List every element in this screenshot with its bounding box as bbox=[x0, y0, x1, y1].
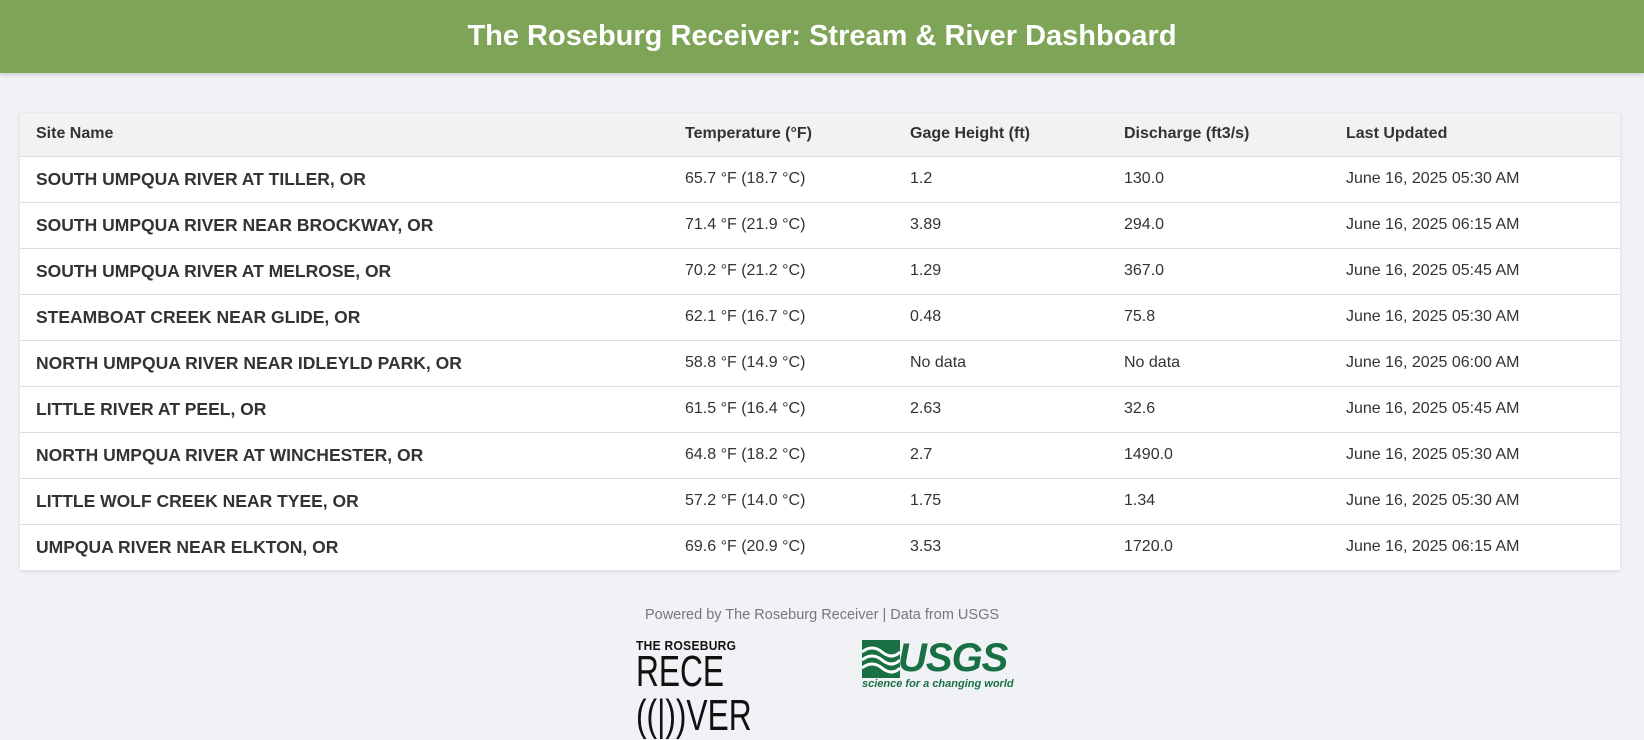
page-title: The Roseburg Receiver: Stream & River Da… bbox=[467, 20, 1177, 52]
usgs-wave-icon bbox=[862, 640, 900, 678]
temperature-cell: 58.8 °F (14.9 °C) bbox=[669, 340, 894, 387]
receiver-logo-small-text: THE ROSEBURG bbox=[636, 638, 737, 654]
discharge-cell: 130.0 bbox=[1108, 156, 1330, 203]
footer-credit-text: Powered by The Roseburg Receiver | Data … bbox=[644, 607, 1000, 623]
roseburg-receiver-logo: THE ROSEBURG RECE((|))VER bbox=[636, 638, 814, 738]
table-row: SOUTH UMPQUA RIVER NEAR BROCKWAY, OR 71.4… bbox=[20, 202, 1620, 249]
table-header-row: Site Name Temperature (°F) Gage Height (… bbox=[20, 113, 1620, 157]
table-row: LITTLE RIVER AT PEEL, OR 61.5 °F (16.4 °C… bbox=[20, 386, 1620, 433]
temperature-cell: 69.6 °F (20.9 °C) bbox=[685, 538, 806, 556]
site-name-cell: LITTLE WOLF CREEK NEAR TYEE, OR bbox=[20, 478, 669, 525]
site-name-cell: NORTH UMPQUA RIVER NEAR IDLEYLD PARK, OR bbox=[20, 340, 669, 387]
usgs-logo: USGS science for a changing world bbox=[862, 636, 1014, 694]
gage-height-cell: 2.63 bbox=[894, 386, 1108, 433]
column-header-discharge: Discharge (ft3/s) bbox=[1108, 113, 1330, 157]
temperature-cell: 64.8 °F (18.2 °C) bbox=[669, 432, 894, 479]
last-updated-cell: June 16, 2025 06:15 AM bbox=[1346, 538, 1520, 556]
table-row: NORTH UMPQUA RIVER AT WINCHESTER, OR 64.8… bbox=[20, 432, 1620, 479]
temperature-cell: 57.2 °F (14.0 °C) bbox=[669, 478, 894, 525]
site-name-cell: LITTLE RIVER AT PEEL, OR bbox=[20, 386, 669, 433]
discharge-cell: 1.34 bbox=[1108, 478, 1330, 525]
gage-height-cell: No data bbox=[894, 340, 1108, 387]
last-updated-cell: June 16, 2025 06:00 AM bbox=[1330, 340, 1620, 387]
table-body: SOUTH UMPQUA RIVER AT TILLER, OR 65.7 °F … bbox=[20, 156, 1620, 570]
temperature-cell: 62.1 °F (16.7 °C) bbox=[669, 294, 894, 341]
site-name-cell: SOUTH UMPQUA RIVER AT TILLER, OR bbox=[20, 156, 669, 203]
table-row: NORTH UMPQUA RIVER NEAR IDLEYLD PARK, OR… bbox=[20, 340, 1620, 387]
table-row: UMPQUA RIVER NEAR ELKTON, OR 69.6 °F (20.… bbox=[20, 524, 1620, 570]
gage-height-cell: 0.48 bbox=[894, 294, 1108, 341]
usgs-tagline: science for a changing world bbox=[862, 678, 1014, 690]
column-header-gage-height: Gage Height (ft) bbox=[894, 113, 1108, 157]
discharge-cell: 32.6 bbox=[1108, 386, 1330, 433]
discharge-cell: 294.0 bbox=[1108, 202, 1330, 249]
usgs-wordmark: USGS bbox=[898, 636, 1008, 680]
last-updated-cell: June 16, 2025 05:45 AM bbox=[1330, 386, 1620, 433]
column-header-site-name: Site Name bbox=[20, 113, 669, 157]
column-header-last-updated: Last Updated bbox=[1330, 113, 1620, 157]
site-name-cell: NORTH UMPQUA RIVER AT WINCHESTER, OR bbox=[20, 432, 669, 479]
page-header: The Roseburg Receiver: Stream & River Da… bbox=[0, 0, 1644, 73]
last-updated-cell: June 16, 2025 05:30 AM bbox=[1330, 156, 1620, 203]
site-name-cell: SOUTH UMPQUA RIVER AT MELROSE, OR bbox=[20, 248, 669, 295]
temperature-cell: 61.5 °F (16.4 °C) bbox=[669, 386, 894, 433]
gage-height-cell: 1.29 bbox=[894, 248, 1108, 295]
temperature-cell: 65.7 °F (18.7 °C) bbox=[669, 156, 894, 203]
table-row: LITTLE WOLF CREEK NEAR TYEE, OR 57.2 °F (… bbox=[20, 478, 1620, 525]
gage-height-cell: 1.2 bbox=[894, 156, 1108, 203]
last-updated-cell: June 16, 2025 05:30 AM bbox=[1330, 478, 1620, 525]
stream-data-card: Site Name Temperature (°F) Gage Height (… bbox=[20, 113, 1620, 570]
table-row: SOUTH UMPQUA RIVER AT MELROSE, OR 70.2 °F… bbox=[20, 248, 1620, 295]
receiver-logo-wordmark: RECE((|))VER bbox=[636, 647, 752, 740]
temperature-cell: 71.4 °F (21.9 °C) bbox=[669, 202, 894, 249]
gage-height-cell: 3.53 bbox=[910, 538, 942, 556]
table-row: SOUTH UMPQUA RIVER AT TILLER, OR 65.7 °F … bbox=[20, 156, 1620, 203]
temperature-cell: 70.2 °F (21.2 °C) bbox=[669, 248, 894, 295]
gage-height-cell: 1.75 bbox=[894, 478, 1108, 525]
stream-data-table: Site Name Temperature (°F) Gage Height (… bbox=[20, 113, 1620, 570]
last-updated-cell: June 16, 2025 05:30 AM bbox=[1330, 294, 1620, 341]
gage-height-cell: 2.7 bbox=[894, 432, 1108, 479]
discharge-cell: 367.0 bbox=[1108, 248, 1330, 295]
last-updated-cell: June 16, 2025 05:45 AM bbox=[1330, 248, 1620, 295]
site-name-cell: UMPQUA RIVER NEAR ELKTON, OR bbox=[36, 536, 339, 557]
gage-height-cell: 3.89 bbox=[894, 202, 1108, 249]
footer: Powered by The Roseburg Receiver | Data … bbox=[0, 607, 1644, 623]
discharge-cell: 1720.0 bbox=[1124, 538, 1173, 556]
column-header-temperature: Temperature (°F) bbox=[669, 113, 894, 157]
discharge-cell: 1490.0 bbox=[1108, 432, 1330, 479]
broadcast-antenna-icon: ((|)) bbox=[636, 691, 687, 740]
discharge-cell: 75.8 bbox=[1108, 294, 1330, 341]
table-row: STEAMBOAT CREEK NEAR GLIDE, OR 62.1 °F (1… bbox=[20, 294, 1620, 341]
last-updated-cell: June 16, 2025 06:15 AM bbox=[1330, 202, 1620, 249]
site-name-cell: STEAMBOAT CREEK NEAR GLIDE, OR bbox=[20, 294, 669, 341]
discharge-cell: No data bbox=[1108, 340, 1330, 387]
footer-logos: THE ROSEBURG RECE((|))VER USGS science f… bbox=[0, 636, 1644, 738]
site-name-cell: SOUTH UMPQUA RIVER NEAR BROCKWAY, OR bbox=[20, 202, 669, 249]
last-updated-cell: June 16, 2025 05:30 AM bbox=[1330, 432, 1620, 479]
